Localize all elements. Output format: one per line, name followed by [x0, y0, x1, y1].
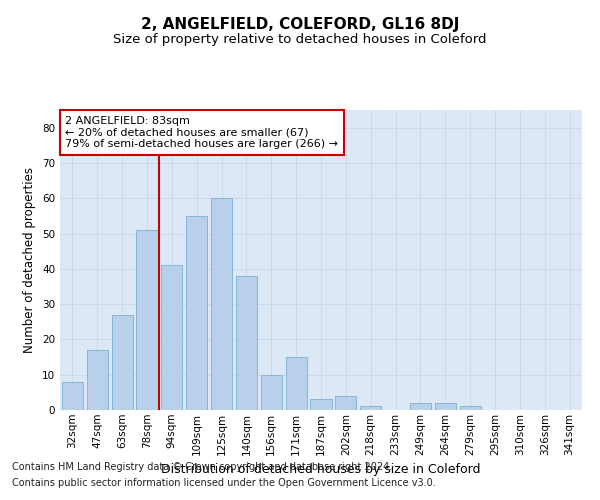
Text: Size of property relative to detached houses in Coleford: Size of property relative to detached ho…: [113, 32, 487, 46]
Bar: [435, 403, 456, 410]
Text: Contains HM Land Registry data © Crown copyright and database right 2024.: Contains HM Land Registry data © Crown c…: [12, 462, 392, 472]
X-axis label: Distribution of detached houses by size in Coleford: Distribution of detached houses by size …: [161, 463, 481, 476]
Bar: [87, 350, 108, 410]
Bar: [261, 374, 282, 410]
Bar: [236, 276, 257, 410]
Bar: [112, 314, 133, 410]
Bar: [286, 357, 307, 410]
Bar: [410, 403, 431, 410]
Text: 2 ANGELFIELD: 83sqm
← 20% of detached houses are smaller (67)
79% of semi-detach: 2 ANGELFIELD: 83sqm ← 20% of detached ho…: [65, 116, 338, 149]
Bar: [360, 406, 381, 410]
Bar: [186, 216, 207, 410]
Y-axis label: Number of detached properties: Number of detached properties: [23, 167, 37, 353]
Bar: [211, 198, 232, 410]
Bar: [310, 400, 332, 410]
Text: 2, ANGELFIELD, COLEFORD, GL16 8DJ: 2, ANGELFIELD, COLEFORD, GL16 8DJ: [141, 18, 459, 32]
Bar: [161, 266, 182, 410]
Bar: [62, 382, 83, 410]
Bar: [335, 396, 356, 410]
Text: Contains public sector information licensed under the Open Government Licence v3: Contains public sector information licen…: [12, 478, 436, 488]
Bar: [460, 406, 481, 410]
Bar: [136, 230, 158, 410]
